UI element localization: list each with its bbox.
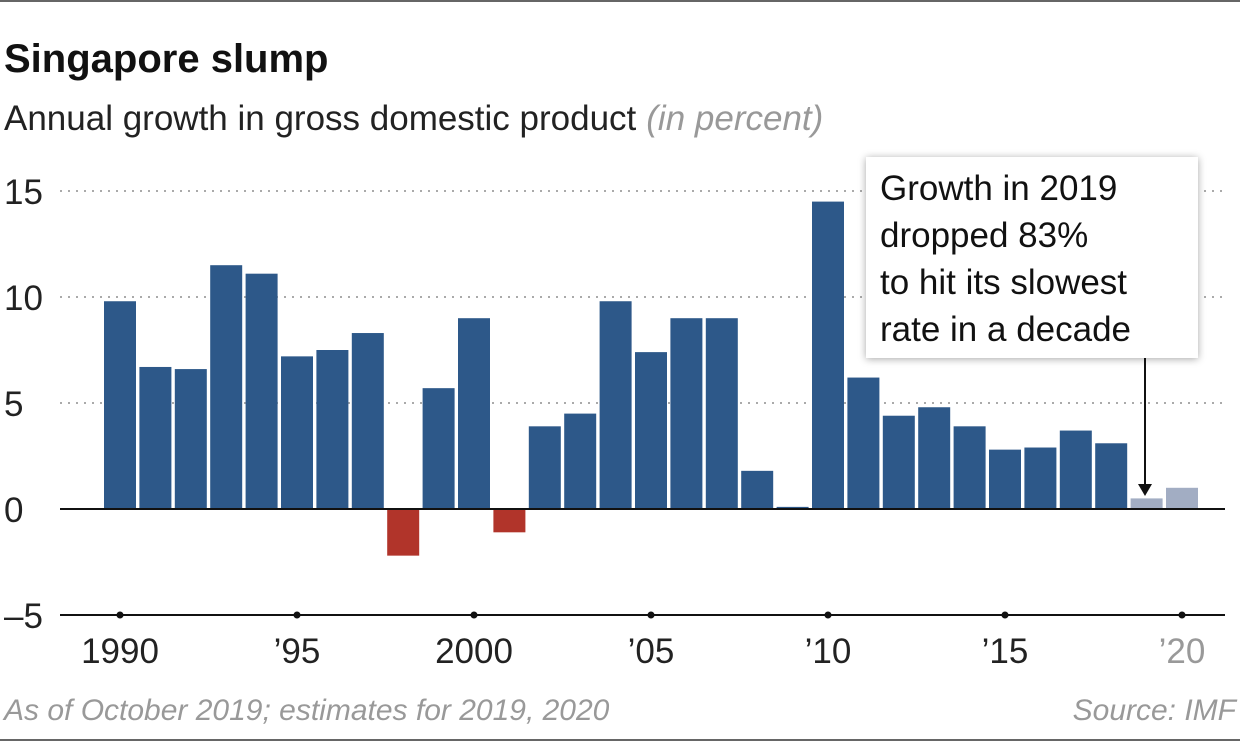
bar-2002 <box>528 426 561 509</box>
bar-2008 <box>741 470 774 509</box>
bar-1998 <box>387 509 420 556</box>
bar-2010 <box>812 201 844 509</box>
bar-1997 <box>351 333 384 509</box>
bar-2012 <box>882 415 915 509</box>
bar-2020 <box>1166 487 1198 509</box>
x-tick-label: ’05 <box>628 632 675 671</box>
bar-2019 <box>1130 498 1163 509</box>
bar-2016 <box>1024 447 1057 509</box>
bar-2005 <box>635 352 667 509</box>
bar-1990 <box>104 301 136 509</box>
annotation-box <box>866 157 1198 358</box>
x-tick-label: ’20 <box>1159 632 1206 671</box>
bar-2009 <box>776 506 809 509</box>
bar-2007 <box>705 318 738 509</box>
bar-1996 <box>316 350 349 509</box>
bar-2013 <box>918 407 951 509</box>
x-tick-dot <box>1001 611 1009 619</box>
chart-title: Singapore slump <box>4 37 329 81</box>
x-tick-dot <box>470 611 478 619</box>
x-tick-label: ’95 <box>274 632 321 671</box>
x-tick-dot <box>293 611 301 619</box>
annotation: Growth in 2019 dropped 83% to hit its sl… <box>866 157 1198 496</box>
y-tick-label: 10 <box>4 279 43 318</box>
bar-1994 <box>245 273 278 509</box>
bar-2014 <box>953 426 986 509</box>
x-tick-dot <box>647 611 655 619</box>
bar-1992 <box>174 369 207 509</box>
x-tick-label: ’10 <box>805 632 852 671</box>
y-tick-label: 0 <box>4 491 23 530</box>
source: Source: IMF <box>1073 694 1238 727</box>
x-tick-label: 1990 <box>81 632 159 671</box>
bar-1993 <box>210 265 243 509</box>
bar-2001 <box>493 509 526 533</box>
bar-1991 <box>139 366 172 509</box>
bar-2006 <box>670 318 703 509</box>
bar-2004 <box>599 301 632 509</box>
annotation-line: rate in a decade <box>880 310 1131 349</box>
bar-2017 <box>1059 430 1092 509</box>
bar-2011 <box>847 377 880 509</box>
bar-2018 <box>1095 443 1128 509</box>
y-tick-label: 15 <box>4 173 43 212</box>
bar-1999 <box>422 388 455 509</box>
arrow-head-icon <box>1138 484 1152 496</box>
x-tick-dot <box>116 611 124 619</box>
footnote: As of October 2019; estimates for 2019, … <box>2 694 610 727</box>
bar-2015 <box>989 449 1021 509</box>
annotation-line: dropped 83% <box>880 216 1088 255</box>
y-tick-label: –5 <box>4 597 43 636</box>
y-tick-label: 5 <box>4 385 23 424</box>
bar-1995 <box>281 356 313 509</box>
annotation-line: Growth in 2019 <box>880 169 1117 208</box>
x-tick-label: 2000 <box>435 632 513 671</box>
x-tick-label: ’15 <box>982 632 1029 671</box>
annotation-line: to hit its slowest <box>880 263 1127 302</box>
x-tick-dot <box>1178 611 1186 619</box>
x-tick-dot <box>824 611 832 619</box>
bar-2000 <box>458 318 490 509</box>
bar-2003 <box>564 413 597 509</box>
chart-subtitle: Annual growth in gross domestic product(… <box>4 99 823 138</box>
